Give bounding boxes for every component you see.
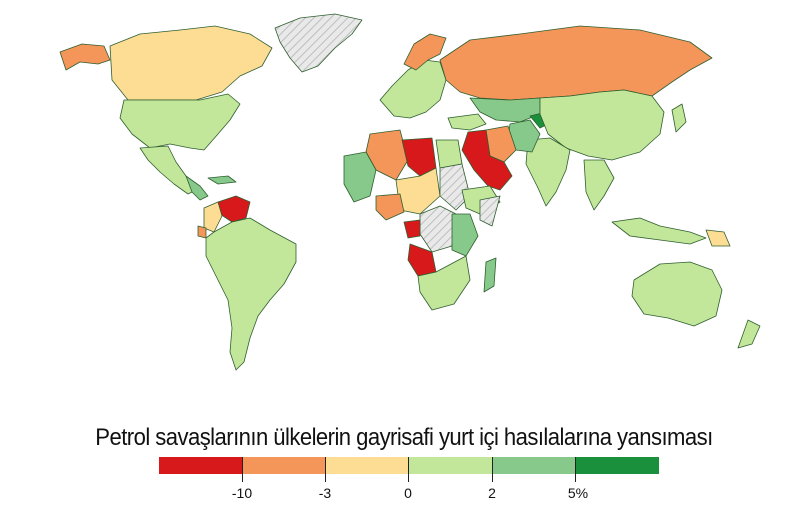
legend-tick-label: -10 — [231, 485, 253, 501]
color-legend — [159, 457, 659, 474]
legend-tick-5 — [575, 457, 576, 482]
legend-tick-label: 5% — [567, 485, 589, 501]
region-ecuador — [197, 225, 207, 239]
legend-swatch-3 — [325, 457, 409, 474]
region-india — [525, 137, 571, 207]
region-southeast-asia — [583, 159, 615, 211]
region-alaska — [59, 43, 111, 71]
region-greenland — [274, 13, 363, 73]
region-russia — [439, 25, 713, 101]
region-new-zealand — [737, 319, 761, 349]
region-gabon-congo — [403, 219, 421, 239]
legend-tick-2 — [325, 457, 326, 482]
legend-swatch-1 — [159, 457, 243, 474]
world-choropleth-map — [59, 13, 761, 371]
region-australia — [631, 261, 723, 327]
legend-tick-label: 0 — [404, 485, 412, 501]
region-south-america — [205, 217, 297, 371]
region-central-asia — [469, 97, 541, 123]
region-venezuela — [217, 195, 251, 223]
region-middle-east-red — [461, 129, 513, 191]
region-japan — [671, 103, 687, 133]
region-southern-africa — [417, 255, 471, 311]
region-scandinavia — [403, 33, 447, 71]
legend-tick-1 — [242, 457, 243, 482]
region-west-africa — [343, 151, 377, 203]
region-madagascar — [483, 257, 497, 293]
region-indonesia — [611, 217, 707, 245]
region-colombia — [203, 201, 223, 233]
map-title: Petrol savaşlarının ülkelerin gayrisafi … — [95, 424, 713, 451]
legend-swatch-5 — [492, 457, 576, 474]
region-mexico — [139, 145, 197, 195]
region-sudan — [439, 163, 471, 211]
region-egypt — [435, 139, 463, 169]
region-canada — [109, 25, 273, 101]
region-usa — [119, 93, 241, 151]
region-central-africa — [419, 205, 457, 253]
legend-swatch-2 — [242, 457, 326, 474]
legend-tick-label: 2 — [488, 485, 496, 501]
legend-swatch-4 — [408, 457, 493, 474]
region-china — [539, 89, 665, 161]
region-somalia — [479, 195, 501, 227]
region-nigeria — [375, 193, 405, 221]
legend-tick-4 — [492, 457, 493, 482]
region-caribbean — [207, 175, 237, 185]
legend-tick-3 — [408, 457, 409, 482]
region-central-america — [185, 175, 209, 201]
region-east-africa — [451, 213, 479, 257]
region-turkey — [447, 113, 487, 131]
legend-swatch-6 — [575, 457, 659, 474]
region-papua — [705, 229, 731, 247]
legend-tick-label: -3 — [318, 485, 332, 501]
